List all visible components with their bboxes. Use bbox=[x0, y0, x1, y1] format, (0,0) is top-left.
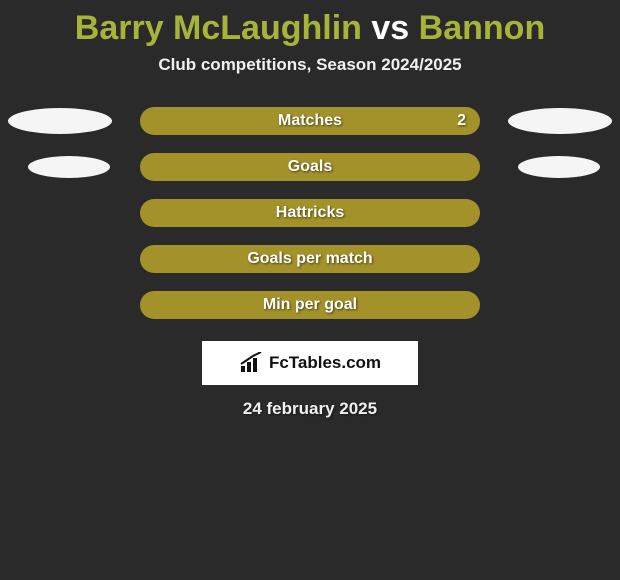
stat-bar: Matches 2 bbox=[140, 107, 480, 135]
stat-label: Hattricks bbox=[276, 204, 344, 222]
right-value-ellipse bbox=[508, 108, 612, 134]
logo-panel: FcTables.com bbox=[202, 341, 418, 385]
subtitle: Club competitions, Season 2024/2025 bbox=[0, 55, 620, 75]
left-value-ellipse bbox=[28, 156, 110, 178]
bar-chart-icon bbox=[239, 352, 263, 374]
stat-value-right: 2 bbox=[457, 112, 466, 130]
stat-bar: Hattricks bbox=[140, 199, 480, 227]
page-title: Barry McLaughlin vs Bannon bbox=[0, 4, 620, 55]
player1-name: Barry McLaughlin bbox=[75, 9, 362, 47]
stat-label: Min per goal bbox=[263, 296, 357, 314]
left-value-ellipse bbox=[8, 108, 112, 134]
vs-label: vs bbox=[371, 9, 409, 47]
stat-label: Matches bbox=[278, 112, 342, 130]
date-label: 24 february 2025 bbox=[0, 399, 620, 419]
stat-rows: Matches 2 Goals Hattricks Goals per matc… bbox=[0, 107, 620, 319]
stat-label: Goals per match bbox=[247, 250, 372, 268]
logo-text: FcTables.com bbox=[269, 353, 381, 373]
stat-row-goals: Goals bbox=[0, 153, 620, 181]
stat-row-matches: Matches 2 bbox=[0, 107, 620, 135]
stat-bar: Goals per match bbox=[140, 245, 480, 273]
right-value-ellipse bbox=[518, 156, 600, 178]
stat-label: Goals bbox=[288, 158, 332, 176]
player2-name: Bannon bbox=[419, 9, 546, 47]
stat-bar: Goals bbox=[140, 153, 480, 181]
stat-row-min-per-goal: Min per goal bbox=[0, 291, 620, 319]
stat-row-hattricks: Hattricks bbox=[0, 199, 620, 227]
stat-row-goals-per-match: Goals per match bbox=[0, 245, 620, 273]
comparison-infographic: Barry McLaughlin vs Bannon Club competit… bbox=[0, 0, 620, 419]
stat-bar: Min per goal bbox=[140, 291, 480, 319]
